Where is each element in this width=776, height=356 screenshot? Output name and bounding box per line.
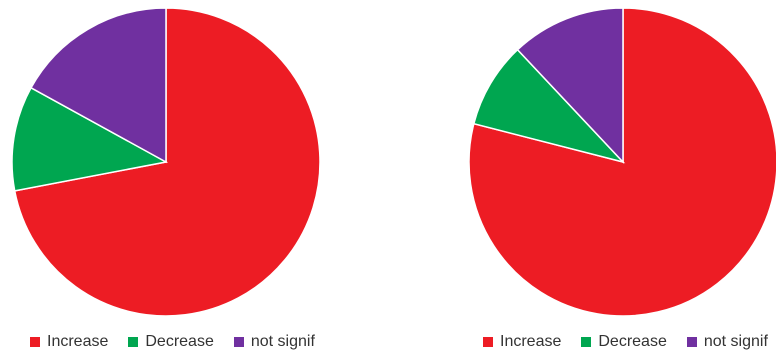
legend-item-increase: Increase	[483, 333, 561, 351]
legend-label-not-signif: not signif	[703, 333, 768, 350]
legend-label-not-signif: not signif	[250, 333, 315, 350]
legend-swatch-decrease	[128, 337, 139, 347]
legend-label-increase: Increase	[47, 333, 109, 350]
legend-item-decrease: Decrease	[128, 333, 214, 351]
legend-label-decrease: Decrease	[598, 333, 667, 350]
left-chart-legend: Increase Decrease not signif	[30, 333, 335, 351]
legend-item-increase: Increase	[30, 333, 108, 351]
pie-slice-not-signif	[30, 7, 167, 164]
legend-label-decrease: Decrease	[145, 333, 214, 350]
legend-swatch-not-signif	[686, 337, 697, 347]
legend-swatch-increase	[30, 337, 40, 347]
legend-swatch-not-signif	[233, 337, 244, 347]
left-pie	[11, 7, 321, 317]
pie-slice-decrease	[11, 86, 169, 192]
legend-item-not-signif: not signif	[233, 333, 315, 351]
pie-slice-not-signif	[516, 7, 624, 164]
legend-swatch-decrease	[581, 337, 592, 347]
legend-item-not-signif: not signif	[686, 333, 768, 351]
right-chart-legend: Increase Decrease not signif	[483, 333, 776, 351]
pie-slice-decrease	[472, 48, 626, 164]
legend-item-decrease: Decrease	[581, 333, 667, 351]
legend-label-increase: Increase	[500, 333, 562, 350]
legend-swatch-increase	[483, 337, 493, 347]
right-pie	[468, 7, 776, 317]
